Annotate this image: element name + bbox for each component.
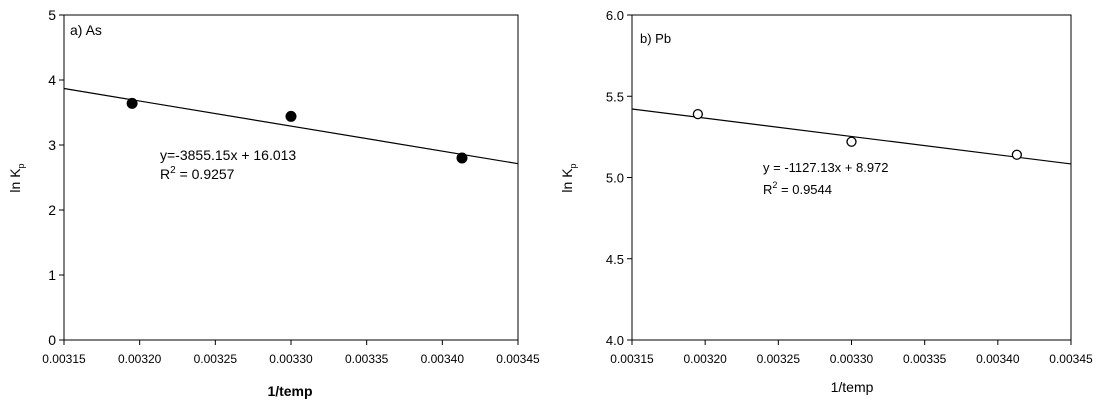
x-tick-label: 0.00325 (194, 352, 238, 366)
r-squared-label: R2 = 0.9257 (160, 165, 235, 182)
r-squared-prefix: R (160, 166, 170, 182)
y-axis-label-main: ln K (7, 168, 23, 193)
x-tick-label: 0.00345 (1049, 352, 1093, 366)
chart-panel-a: 0.00315 0.00320 0.00325 0.00330 0.00335 0.003… (7, 7, 540, 399)
r-squared-prefix: R (763, 182, 772, 197)
r-squared-superscript: 2 (170, 165, 176, 176)
x-axis-label: 1/temp (831, 379, 874, 395)
panel-label: a) As (70, 22, 102, 38)
y-tick-label: 4.5 (606, 252, 624, 267)
x-tick-label: 0.00330 (830, 352, 874, 366)
x-tick-label: 0.00320 (118, 352, 162, 366)
x-tick-label: 0.00325 (757, 352, 801, 366)
y-tick-label: 4 (48, 72, 56, 88)
y-axis-label-subscript: p (16, 163, 26, 168)
x-tick-label: 0.00320 (683, 352, 727, 366)
x-tick-label: 0.00315 (610, 352, 654, 366)
y-tick-label: 5.0 (606, 171, 624, 186)
y-axis-label-subscript: p (568, 163, 578, 168)
x-tick-label: 0.00345 (496, 352, 540, 366)
trend-line (631, 108, 1072, 165)
plot-frame (631, 14, 1072, 341)
r-squared-superscript: 2 (772, 180, 777, 190)
r-squared-value: = 0.9257 (176, 166, 235, 182)
x-tick-label: 0.00340 (421, 352, 465, 366)
y-tick-label: 4.0 (606, 333, 624, 348)
data-point (285, 110, 297, 122)
y-tick-label: 0 (48, 332, 56, 348)
plot-frame (63, 14, 519, 341)
y-axis-label: ln Kp (559, 163, 578, 192)
y-axis-label-main: ln K (559, 168, 575, 193)
r-squared-label: R2 = 0.9544 (763, 180, 832, 197)
data-point (126, 97, 138, 109)
y-tick-label: 3 (48, 137, 56, 153)
trend-line (63, 87, 519, 165)
y-tick-label: 2 (48, 202, 56, 218)
x-tick-label: 0.00315 (42, 352, 86, 366)
y-axis-label: ln Kp (7, 163, 26, 192)
y-tick-label: 6.0 (606, 8, 624, 23)
y-tick-label: 1 (48, 267, 56, 283)
x-tick-label: 0.00335 (345, 352, 389, 366)
chart-panel-b: 0.00315 0.00320 0.00325 0.00330 0.00335 0.003… (559, 8, 1093, 395)
regression-equation: y=-3855.15x + 16.013 (160, 147, 296, 163)
y-tick-label: 5.5 (606, 89, 624, 104)
r-squared-value: = 0.9544 (777, 182, 832, 197)
data-point (692, 108, 703, 120)
x-tick-label: 0.00330 (269, 352, 313, 366)
y-tick-label: 5 (48, 7, 56, 23)
x-tick-label: 0.00340 (976, 352, 1020, 366)
x-tick-label: 0.00335 (903, 352, 947, 366)
regression-equation: y = -1127.13x + 8.972 (763, 160, 889, 175)
data-point (456, 152, 468, 164)
x-axis-label: 1/temp (267, 383, 312, 399)
panel-label: b) Pb (640, 31, 671, 46)
data-point (846, 136, 857, 147)
data-point (1011, 149, 1023, 160)
